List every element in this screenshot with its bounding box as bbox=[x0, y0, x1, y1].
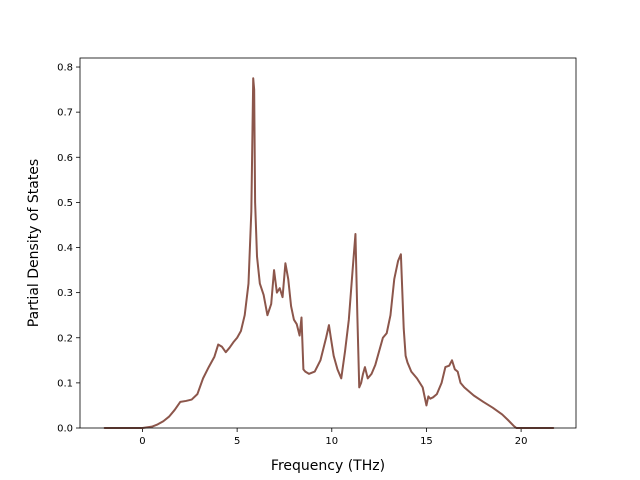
plot-area-frame bbox=[79, 57, 577, 429]
x-tick-label: 5 bbox=[234, 436, 240, 447]
x-tick-label: 0 bbox=[139, 436, 145, 447]
y-axis-label: Partial Density of States bbox=[26, 159, 42, 327]
pdos-series-line bbox=[103, 77, 555, 429]
y-tick-label: 0.4 bbox=[57, 243, 73, 254]
y-tick-label: 0.6 bbox=[57, 153, 73, 164]
y-tick-label: 0.5 bbox=[57, 198, 73, 209]
y-tick-label: 0.0 bbox=[57, 424, 73, 435]
y-tick-label: 0.1 bbox=[57, 378, 73, 389]
y-tick-label: 0.8 bbox=[57, 63, 73, 74]
y-tick-label: 0.2 bbox=[57, 333, 73, 344]
x-axis-label: Frequency (THz) bbox=[271, 458, 385, 474]
y-tick-label: 0.3 bbox=[57, 288, 73, 299]
x-tick-label: 15 bbox=[420, 436, 433, 447]
x-tick-label: 10 bbox=[325, 436, 338, 447]
x-tick-label: 20 bbox=[515, 436, 528, 447]
y-tick-label: 0.7 bbox=[57, 108, 73, 119]
y-axis-ticks: 0.0 0.1 0.2 0.3 0.4 0.5 0.6 0.7 0.8 bbox=[57, 63, 80, 435]
